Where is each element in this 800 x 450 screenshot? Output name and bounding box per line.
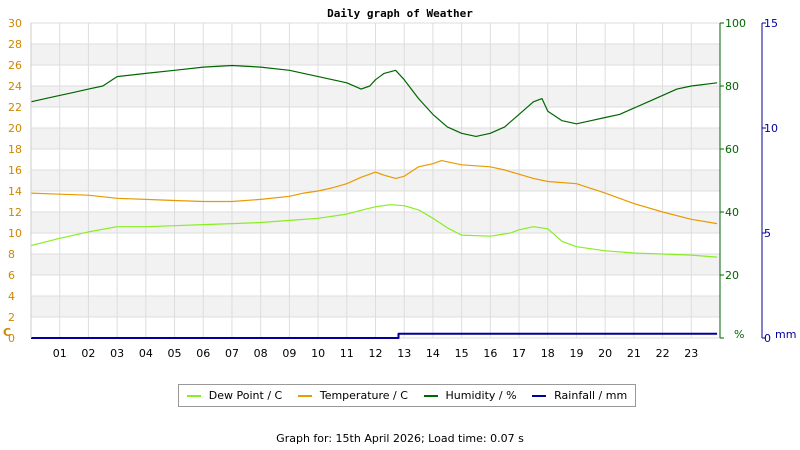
x-tick-label: 20	[598, 347, 612, 360]
legend-label: Rainfall / mm	[554, 389, 628, 402]
series-line-3	[31, 332, 718, 339]
legend-swatch	[532, 394, 547, 397]
temperature-tick-label: 2	[8, 311, 15, 324]
x-tick-label: 08	[254, 347, 268, 360]
rainfall-tick-label: 15	[764, 17, 778, 30]
temperature-tick-label: 24	[8, 80, 22, 93]
humidity-unit-label: %	[734, 328, 744, 341]
legend-label: Dew Point / C	[208, 389, 283, 402]
humidity-tick-label: 60	[725, 143, 739, 156]
chart-title: Daily graph of Weather	[327, 7, 473, 20]
x-tick-label: 09	[282, 347, 296, 360]
temperature-tick-label: 12	[8, 206, 22, 219]
temperature-tick-label: 14	[8, 185, 22, 198]
temperature-tick-label: 20	[8, 122, 22, 135]
x-tick-label: 22	[656, 347, 670, 360]
x-tick-label: 19	[569, 347, 583, 360]
legend-swatch	[186, 394, 201, 397]
legend-item: Dew Point / C	[186, 389, 283, 402]
x-tick-label: 21	[627, 347, 641, 360]
legend-item: Rainfall / mm	[532, 389, 627, 402]
x-tick-label: 23	[684, 347, 698, 360]
humidity-tick-label: 80	[725, 80, 739, 93]
humidity-tick-label: 100	[725, 17, 746, 30]
legend-label: Temperature / C	[319, 389, 408, 402]
x-tick-label: 15	[455, 347, 469, 360]
x-tick-label: 13	[397, 347, 411, 360]
rainfall-tick-label: 5	[764, 227, 771, 240]
x-tick-label: 16	[483, 347, 497, 360]
temperature-tick-label: 30	[8, 17, 22, 30]
x-tick-label: 03	[110, 347, 124, 360]
rainfall-unit-label: mm	[775, 328, 796, 341]
temperature-tick-label: 16	[8, 164, 22, 177]
temperature-tick-label: 26	[8, 59, 22, 72]
x-tick-label: 11	[340, 347, 354, 360]
plot-axes: 01 02 03 04 05 06 07 08 09 10 11 12 13 14 15 16 17 18 19 20…	[3, 17, 796, 360]
temperature-tick-label: 18	[8, 143, 22, 156]
series-line-1	[30, 160, 718, 225]
legend-swatch	[423, 394, 438, 397]
x-tick-label: 12	[369, 347, 383, 360]
x-tick-label: 06	[196, 347, 210, 360]
temperature-tick-label: 4	[8, 290, 15, 303]
x-tick-label: 18	[541, 347, 555, 360]
rainfall-tick-label: 0	[764, 332, 771, 345]
temperature-tick-label: 10	[8, 227, 22, 240]
temperature-tick-label: 0	[8, 332, 15, 345]
humidity-tick-label: 40	[725, 206, 739, 219]
series-line-0	[30, 204, 718, 258]
x-tick-label: 04	[139, 347, 153, 360]
temperature-tick-label: 8	[8, 248, 15, 261]
chart-legend: Dew Point / C Temperature / C Humidity / %…	[178, 384, 636, 407]
temperature-tick-label: 22	[8, 101, 22, 114]
temperature-tick-label: 6	[8, 269, 15, 282]
legend-item: Humidity / %	[423, 389, 517, 402]
series-line-2	[30, 64, 718, 137]
x-tick-label: 02	[81, 347, 95, 360]
x-tick-label: 05	[168, 347, 182, 360]
x-tick-label: 17	[512, 347, 526, 360]
temperature-tick-label: 28	[8, 38, 22, 51]
legend-item: Temperature / C	[297, 389, 408, 402]
legend-label: Humidity / %	[445, 389, 517, 402]
rainfall-tick-label: 10	[764, 122, 778, 135]
humidity-tick-label: 20	[725, 269, 739, 282]
x-tick-label: 10	[311, 347, 325, 360]
legend-swatch	[297, 394, 312, 397]
chart-footer: Graph for: 15th April 2026; Load time: 0…	[276, 432, 524, 445]
temperature-unit-label: C	[3, 326, 11, 339]
plot-grid	[31, 22, 720, 339]
x-tick-label: 07	[225, 347, 239, 360]
series-lines	[30, 64, 718, 339]
x-tick-label: 01	[53, 347, 67, 360]
x-tick-label: 14	[426, 347, 440, 360]
